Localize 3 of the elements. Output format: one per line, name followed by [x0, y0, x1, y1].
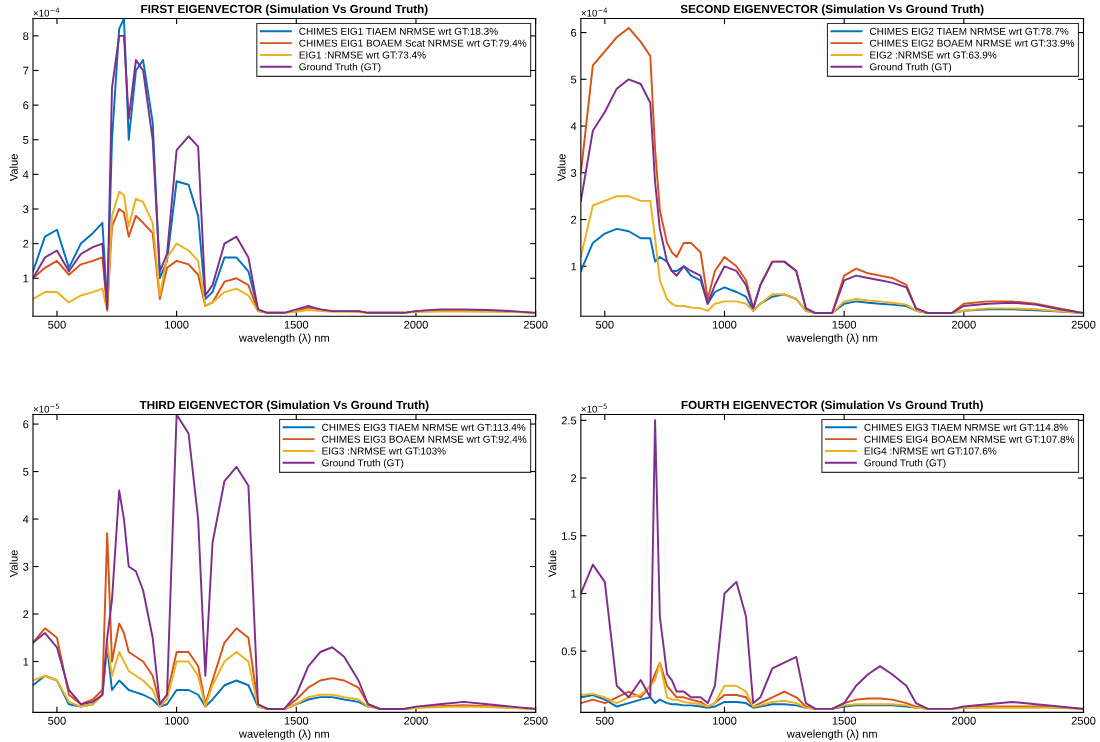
line-series [580, 694, 917, 710]
line-series [580, 419, 1084, 710]
line-series [33, 414, 536, 710]
